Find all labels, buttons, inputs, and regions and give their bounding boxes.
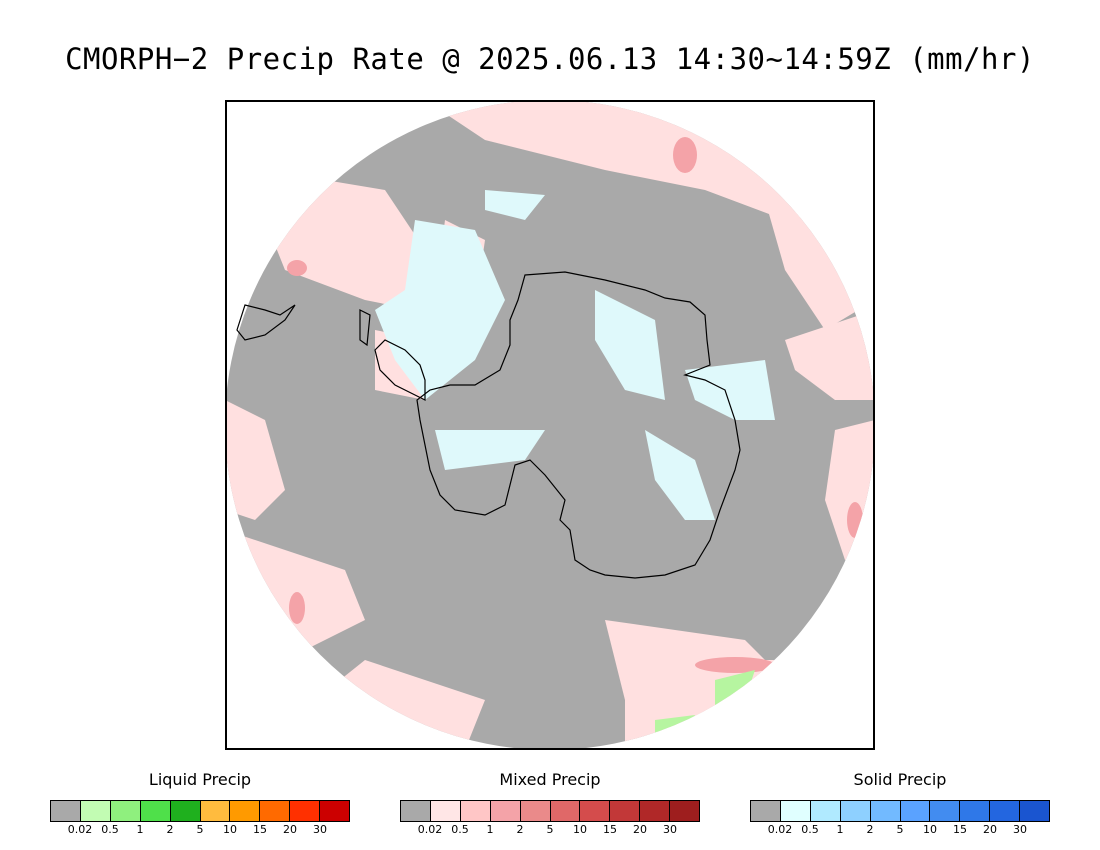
legend-tick-label: 5 bbox=[546, 823, 554, 836]
solid-precip-area bbox=[595, 290, 665, 400]
legend-mixed: Mixed Precip 0.02 0.5 1 2 5 10 15 20 30 bbox=[400, 770, 700, 837]
solid-precip-area bbox=[645, 430, 715, 520]
legend-title: Liquid Precip bbox=[148, 770, 252, 789]
legend-tick-label: 1 bbox=[836, 823, 844, 836]
polar-map bbox=[225, 100, 875, 750]
legend-swatch bbox=[840, 801, 871, 821]
legend-title: Solid Precip bbox=[853, 770, 947, 789]
legend-title: Mixed Precip bbox=[499, 770, 601, 789]
solid-precip-area bbox=[435, 430, 545, 470]
legend-swatch bbox=[610, 801, 641, 821]
legend-swatch bbox=[460, 801, 491, 821]
legend-tick-label: 30 bbox=[313, 823, 327, 836]
legend-ticks: 0.02 0.5 1 2 5 10 15 20 30 bbox=[400, 823, 700, 837]
legend-swatch bbox=[170, 801, 201, 821]
mixed-precip-heavier bbox=[287, 260, 307, 276]
liquid-precip-area bbox=[655, 715, 695, 745]
legend-tick-label: 0.02 bbox=[67, 823, 93, 836]
antarctic-peninsula-coastline bbox=[374, 339, 426, 401]
legend-tick-label: 0.5 bbox=[801, 823, 819, 836]
legend-tick-label: 30 bbox=[663, 823, 677, 836]
legend-swatch bbox=[900, 801, 931, 821]
legend-swatch bbox=[580, 801, 611, 821]
legend-swatch bbox=[200, 801, 231, 821]
precip-map-svg bbox=[227, 102, 873, 748]
legend-tick-label: 20 bbox=[633, 823, 647, 836]
legend-swatch bbox=[51, 801, 81, 821]
mixed-precip-heavier bbox=[289, 592, 305, 624]
legend-tick-label: 0.02 bbox=[767, 823, 793, 836]
legend-swatch bbox=[1020, 801, 1050, 821]
map-title: CMORPH−2 Precip Rate @ 2025.06.13 14:30~… bbox=[65, 42, 1035, 76]
legend-swatch bbox=[930, 801, 961, 821]
legend-tick-label: 5 bbox=[196, 823, 204, 836]
legend-tick-label: 15 bbox=[953, 823, 967, 836]
south-america-coastline bbox=[236, 304, 296, 341]
legend-swatch bbox=[550, 801, 581, 821]
legend-swatch bbox=[260, 801, 291, 821]
mixed-precip-area bbox=[765, 200, 873, 330]
legend-swatch bbox=[960, 801, 991, 821]
legend-swatch bbox=[990, 801, 1021, 821]
legend-tick-label: 1 bbox=[136, 823, 144, 836]
solid-precip-area bbox=[685, 360, 775, 420]
legend-tick-label: 5 bbox=[896, 823, 904, 836]
mixed-precip-area bbox=[785, 310, 873, 400]
mixed-precip-area bbox=[625, 660, 825, 748]
legend-swatch bbox=[670, 801, 700, 821]
legend-tick-label: 10 bbox=[223, 823, 237, 836]
legend-swatch bbox=[401, 801, 431, 821]
legend-ticks: 0.02 0.5 1 2 5 10 15 20 30 bbox=[50, 823, 350, 837]
legend-colorbar bbox=[400, 800, 700, 822]
mixed-precip-heavier bbox=[695, 657, 775, 673]
legend-colorbar bbox=[750, 800, 1050, 822]
legend-solid: Solid Precip 0.02 0.5 1 2 5 10 15 20 30 bbox=[750, 770, 1050, 837]
island-outline bbox=[359, 309, 371, 347]
solid-precip-area bbox=[375, 220, 505, 400]
precip-field bbox=[227, 102, 873, 748]
legend-swatch bbox=[110, 801, 141, 821]
legend-swatch bbox=[80, 801, 111, 821]
legend-ticks: 0.02 0.5 1 2 5 10 15 20 30 bbox=[750, 823, 1050, 837]
legend-tick-label: 0.5 bbox=[101, 823, 119, 836]
legend-tick-label: 1 bbox=[486, 823, 494, 836]
legend-swatch bbox=[320, 801, 350, 821]
legend-tick-label: 30 bbox=[1013, 823, 1027, 836]
legend-tick-label: 0.02 bbox=[417, 823, 443, 836]
legend-tick-label: 10 bbox=[923, 823, 937, 836]
legend-swatch bbox=[140, 801, 171, 821]
antarctica-coastline bbox=[416, 271, 741, 579]
legend-swatch bbox=[640, 801, 671, 821]
legend-tick-label: 10 bbox=[573, 823, 587, 836]
legend-swatch bbox=[490, 801, 521, 821]
legend-swatch bbox=[520, 801, 551, 821]
mixed-precip-area bbox=[265, 180, 425, 310]
mixed-precip-heavier bbox=[847, 502, 863, 538]
legend-tick-label: 20 bbox=[283, 823, 297, 836]
legend-tick-label: 2 bbox=[866, 823, 874, 836]
legend-tick-label: 15 bbox=[603, 823, 617, 836]
legend-colorbar bbox=[50, 800, 350, 822]
legend-liquid: Liquid Precip 0.02 0.5 1 2 5 10 15 20 30 bbox=[50, 770, 350, 837]
mixed-precip-heavier bbox=[673, 137, 697, 173]
solid-precip-area bbox=[485, 190, 545, 220]
legend-swatch bbox=[230, 801, 261, 821]
legend-swatch bbox=[751, 801, 781, 821]
legend-swatch bbox=[870, 801, 901, 821]
legend-tick-label: 20 bbox=[983, 823, 997, 836]
legend-swatch bbox=[430, 801, 461, 821]
legend-tick-label: 15 bbox=[253, 823, 267, 836]
legend-swatch bbox=[780, 801, 811, 821]
legend-tick-label: 2 bbox=[166, 823, 174, 836]
legend-swatch bbox=[290, 801, 321, 821]
legend-swatch bbox=[810, 801, 841, 821]
legend-tick-label: 2 bbox=[516, 823, 524, 836]
mixed-precip-area bbox=[227, 400, 285, 520]
legend-tick-label: 0.5 bbox=[451, 823, 469, 836]
